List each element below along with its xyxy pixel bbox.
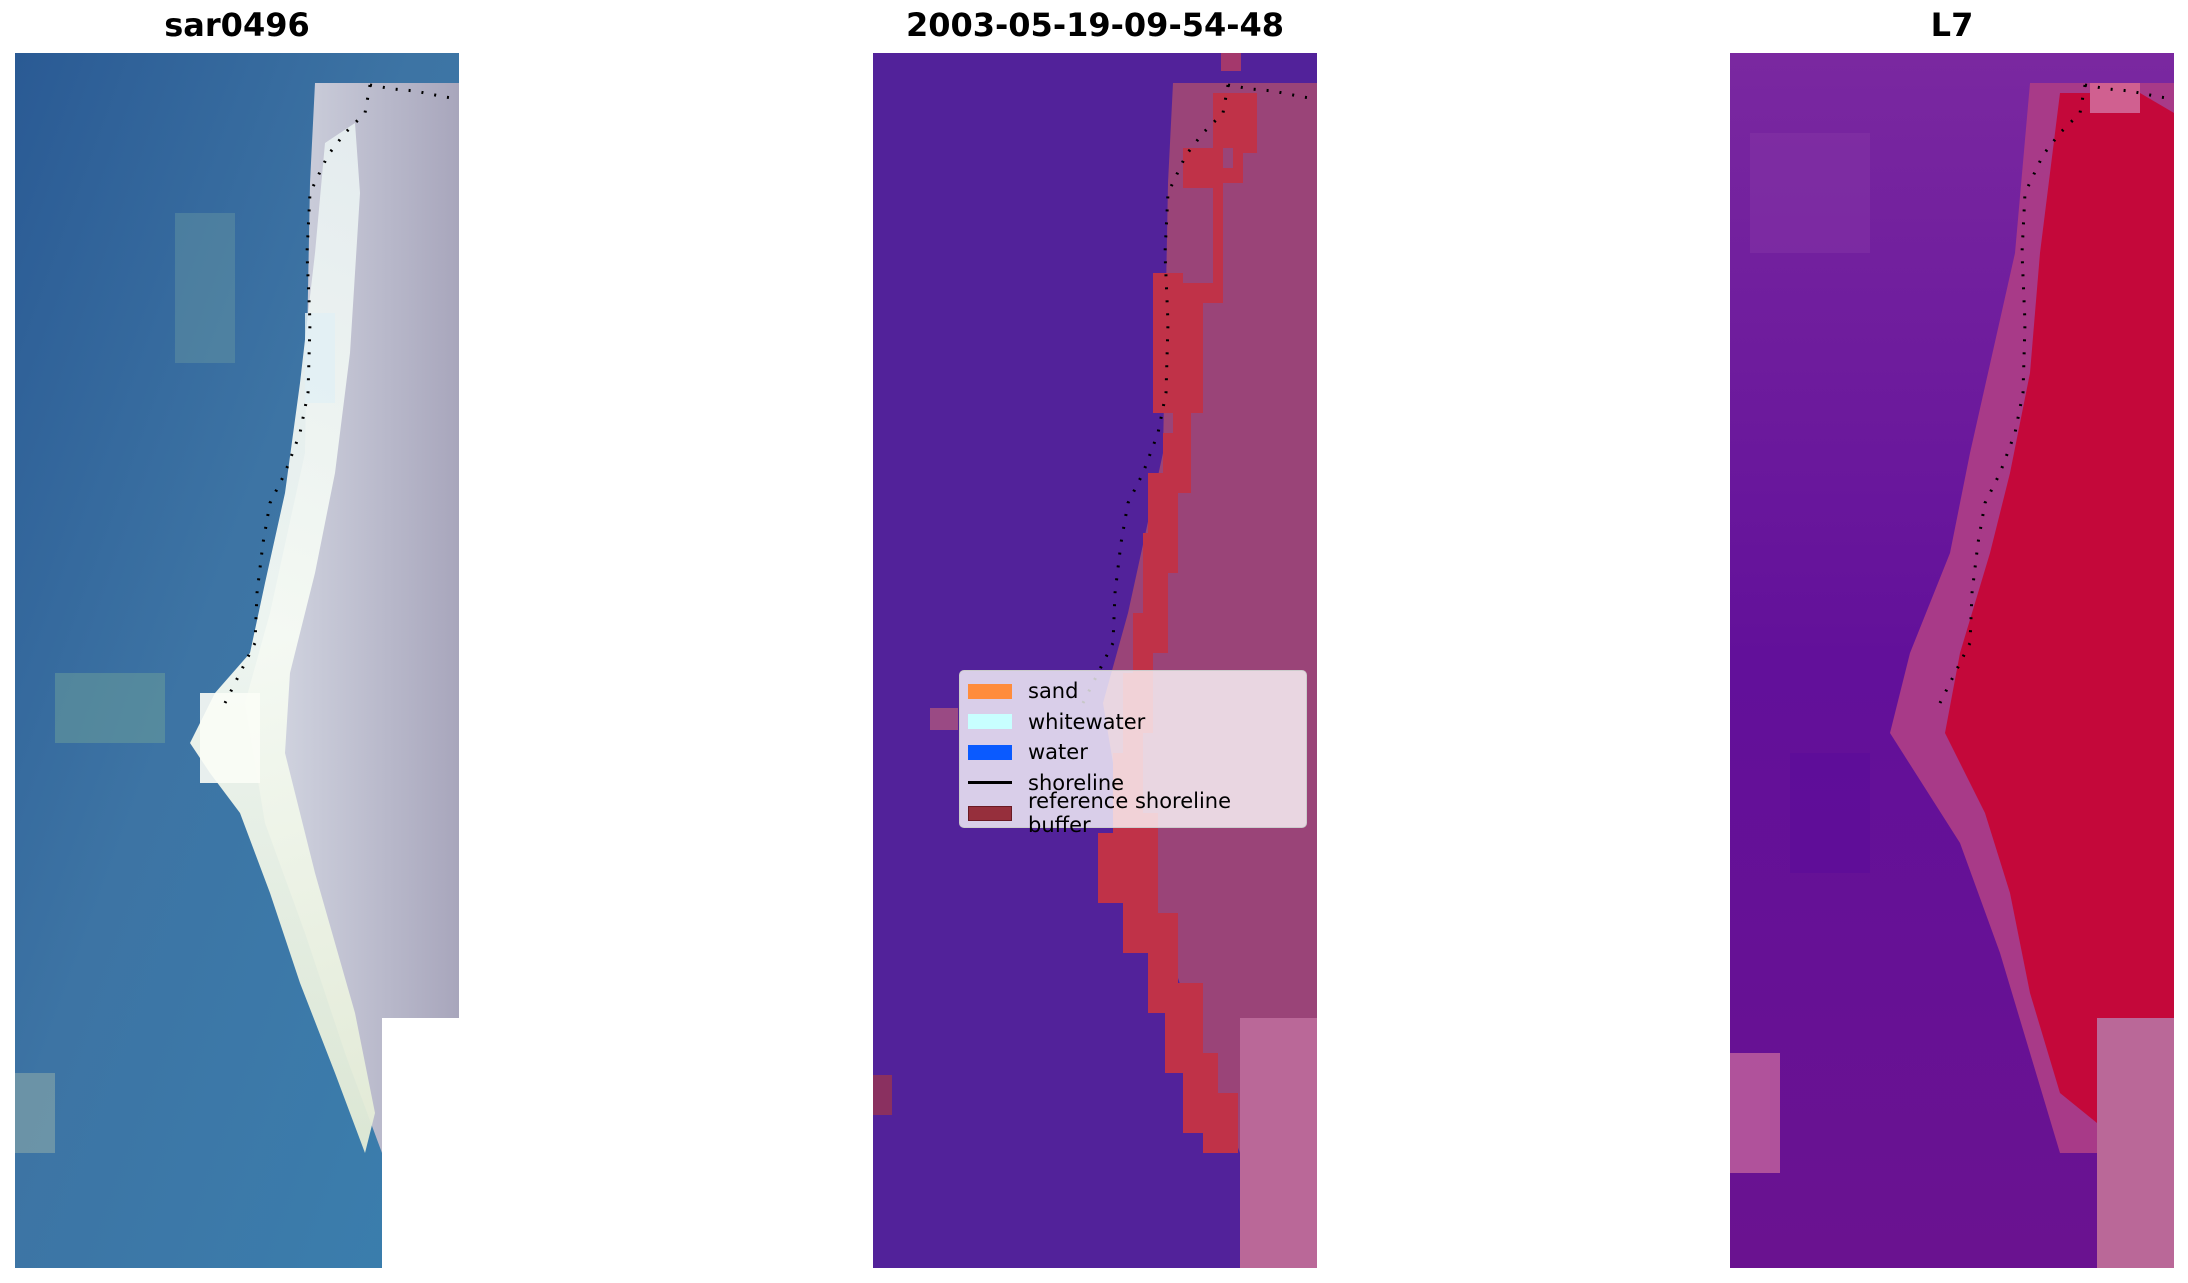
legend: sand whitewater water shoreline referenc… [959, 670, 1307, 837]
panel-title-rgb: sar0496 [164, 6, 310, 44]
legend-label: sand [1028, 679, 1079, 704]
shoreline-line-icon [968, 781, 1012, 785]
legend-label: water [1028, 740, 1088, 765]
whitewater-swatch-icon [968, 714, 1012, 730]
index-image-panel [1730, 53, 2174, 1268]
index-image [1730, 53, 2174, 1268]
classification-panel [873, 53, 1317, 1268]
legend-item-sand: sand [968, 676, 1298, 707]
buffer-swatch-icon [968, 805, 1012, 821]
rgb-image [15, 53, 459, 1268]
legend-item-shoreline: shoreline [968, 768, 1298, 799]
sand-swatch-icon [968, 683, 1012, 699]
panel-title-index: L7 [1930, 6, 1974, 44]
rgb-image-panel [15, 53, 459, 1268]
legend-item-reference-buffer: reference shoreline buffer [968, 789, 1298, 837]
legend-item-whitewater: whitewater [968, 707, 1298, 738]
classification-image [873, 53, 1317, 1268]
legend-item-water: water [968, 737, 1298, 768]
legend-label: shoreline [1028, 770, 1125, 795]
water-swatch-icon [968, 744, 1012, 760]
legend-label: reference shoreline buffer [1028, 789, 1232, 838]
legend-label: whitewater [1028, 709, 1146, 734]
panel-title-classification: 2003-05-19-09-54-48 [905, 6, 1285, 44]
